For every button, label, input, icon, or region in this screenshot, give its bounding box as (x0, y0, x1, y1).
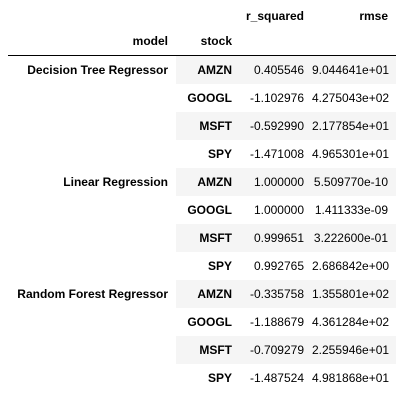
rmse-value-cell: 1.411333e-09 (312, 196, 396, 224)
stock-ticker-cell: GOOGL (176, 84, 240, 112)
table-row: SPY 0.992765 2.686842e+00 (8, 252, 396, 280)
table-row: GOOGL 1.000000 1.411333e-09 (8, 196, 396, 224)
stock-ticker-cell: SPY (176, 252, 240, 280)
stock-ticker-cell: SPY (176, 140, 240, 168)
blank-header-cell (8, 4, 176, 27)
results-table: r_squared rmse model stock Decision Tree… (8, 4, 396, 392)
table-row: Linear Regression AMZN 1.000000 5.509770e-1… (8, 168, 396, 280)
rmse-value-cell: 2.177854e+01 (312, 112, 396, 140)
column-header-r-squared: r_squared (240, 4, 312, 27)
column-header-rmse: rmse (312, 4, 396, 27)
stock-ticker-cell: GOOGL (176, 196, 240, 224)
table-header: r_squared rmse model stock (8, 4, 396, 56)
table-body: Decision Tree Regressor AMZN 0.405546 9.044… (8, 55, 396, 392)
rmse-value-cell: 1.355801e+02 (312, 280, 396, 308)
stock-ticker-cell: MSFT (176, 112, 240, 140)
table-row: SPY -1.487524 4.981868e+01 (8, 364, 396, 392)
r-squared-value-cell: -1.471008 (240, 140, 312, 168)
table-row: GOOGL -1.102976 4.275043e+02 (8, 84, 396, 112)
stock-ticker-cell: SPY (176, 364, 240, 392)
index-name-model: model (8, 27, 176, 56)
r-squared-value-cell: -0.592990 (240, 112, 312, 140)
column-header-row: r_squared rmse (8, 4, 396, 27)
rmse-value-cell: 4.361284e+02 (312, 308, 396, 336)
r-squared-value-cell: 1.000000 (240, 168, 312, 196)
stock-ticker-cell: AMZN (176, 55, 240, 84)
model-name-cell: Linear Regression (8, 168, 176, 280)
model-name-cell: Decision Tree Regressor (8, 55, 176, 168)
table-row: MSFT -0.709279 2.255946e+01 (8, 336, 396, 364)
stock-ticker-cell: MSFT (176, 336, 240, 364)
rmse-value-cell: 3.222600e-01 (312, 224, 396, 252)
stock-ticker-cell: AMZN (176, 280, 240, 308)
r-squared-value-cell: 1.000000 (240, 196, 312, 224)
r-squared-value-cell: 0.999651 (240, 224, 312, 252)
table-row: MSFT 0.999651 3.222600e-01 (8, 224, 396, 252)
rmse-value-cell: 4.981868e+01 (312, 364, 396, 392)
r-squared-value-cell: -1.102976 (240, 84, 312, 112)
rmse-value-cell: 2.686842e+00 (312, 252, 396, 280)
index-name-stock: stock (176, 27, 240, 56)
table-row: GOOGL -1.188679 4.361284e+02 (8, 308, 396, 336)
rmse-value-cell: 2.255946e+01 (312, 336, 396, 364)
table-row: SPY -1.471008 4.965301e+01 (8, 140, 396, 168)
stock-ticker-cell: AMZN (176, 168, 240, 196)
table-row: Decision Tree Regressor AMZN 0.405546 9.044… (8, 55, 396, 168)
r-squared-value-cell: 0.992765 (240, 252, 312, 280)
index-name-row: model stock (8, 27, 396, 56)
rmse-value-cell: 5.509770e-10 (312, 168, 396, 196)
r-squared-value-cell: -0.335758 (240, 280, 312, 308)
table-row: Random Forest Regressor AMZN -0.335758 1.35… (8, 280, 396, 392)
blank-header-cell (240, 27, 312, 56)
stock-ticker-cell: GOOGL (176, 308, 240, 336)
stock-ticker-cell: MSFT (176, 224, 240, 252)
rmse-value-cell: 4.275043e+02 (312, 84, 396, 112)
model-name-cell: Random Forest Regressor (8, 280, 176, 392)
r-squared-value-cell: 0.405546 (240, 55, 312, 84)
r-squared-value-cell: -1.188679 (240, 308, 312, 336)
r-squared-value-cell: -0.709279 (240, 336, 312, 364)
rmse-value-cell: 4.965301e+01 (312, 140, 396, 168)
r-squared-value-cell: -1.487524 (240, 364, 312, 392)
table-row: MSFT -0.592990 2.177854e+01 (8, 112, 396, 140)
blank-header-cell (312, 27, 396, 56)
blank-header-cell (176, 4, 240, 27)
rmse-value-cell: 9.044641e+01 (312, 55, 396, 84)
